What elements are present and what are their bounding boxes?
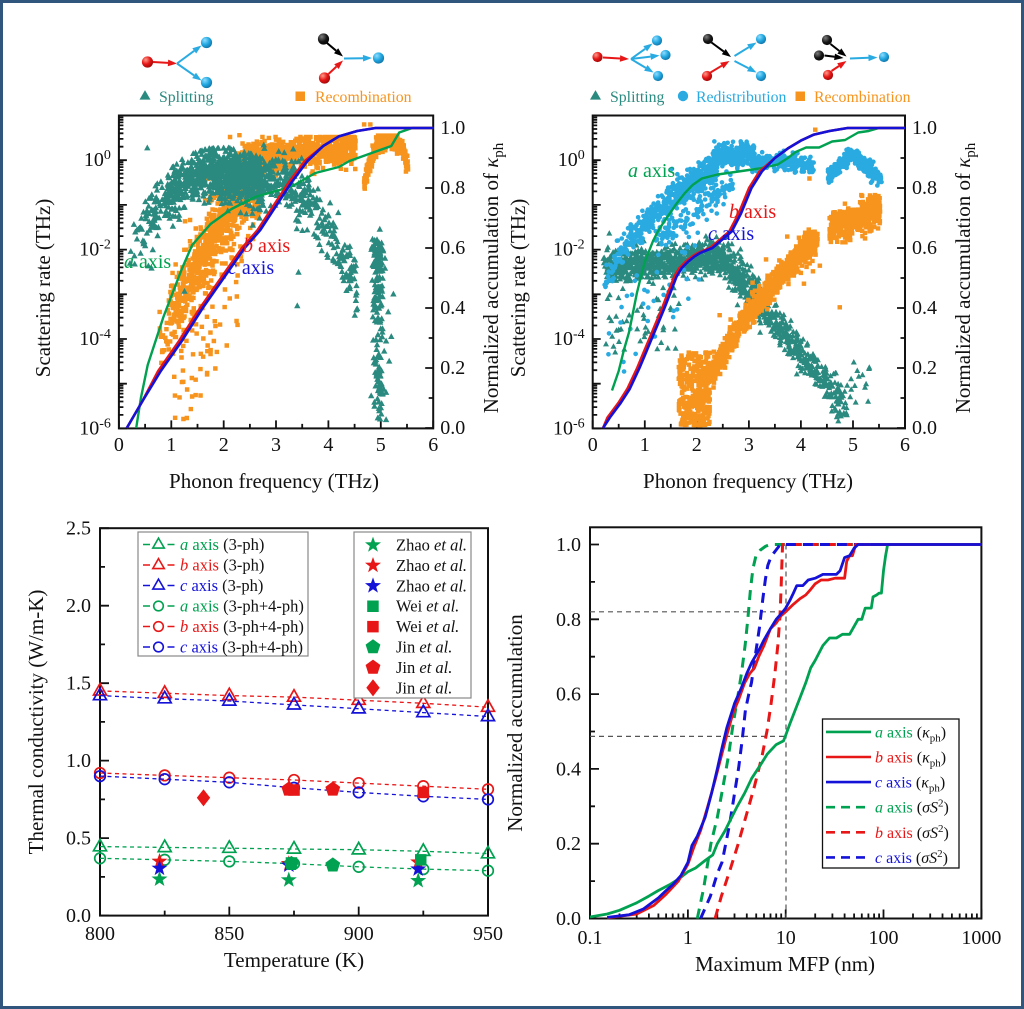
svg-text:1: 1 [166,434,176,456]
svg-text:Normalized accumulation of κph: Normalized accumulation of κph [479,142,507,413]
svg-text:0.0: 0.0 [66,905,91,927]
svg-text:b axis (κph): b axis (κph) [875,750,946,770]
svg-text:10: 10 [776,927,796,949]
svg-text:0.2: 0.2 [912,357,937,379]
svg-text:0.4: 0.4 [912,297,937,319]
svg-text:a axis (3-ph+4-ph): a axis (3-ph+4-ph) [180,597,304,616]
svg-text:Normalized accumulation: Normalized accumulation [503,614,527,832]
svg-text:Wei et al.: Wei et al. [396,597,459,616]
svg-text:Zhao et al.: Zhao et al. [396,556,467,575]
svg-text:b axis (3-ph): b axis (3-ph) [180,556,264,575]
svg-text:4: 4 [323,434,333,456]
svg-text:b axis: b axis [243,235,290,257]
svg-text:2: 2 [219,434,229,456]
svg-text:c axis (κph): c axis (κph) [875,775,945,795]
svg-text:0.6: 0.6 [440,237,465,259]
svg-text:0.8: 0.8 [912,177,937,199]
svg-text:2.0: 2.0 [66,595,91,617]
svg-text:800: 800 [85,923,115,945]
svg-text:0.4: 0.4 [440,297,465,319]
svg-text:6: 6 [428,434,438,456]
svg-text:Normalized accumulation of κph: Normalized accumulation of κph [951,142,979,413]
svg-text:Maximum MFP (nm): Maximum MFP (nm) [695,952,875,976]
svg-text:1.0: 1.0 [440,117,465,139]
svg-text:1.0: 1.0 [66,750,91,772]
svg-text:850: 850 [214,923,244,945]
svg-text:950: 950 [473,923,503,945]
svg-text:0.6: 0.6 [556,684,581,706]
svg-text:100: 100 [869,927,899,949]
svg-text:Phonon frequency (THz): Phonon frequency (THz) [169,469,379,493]
svg-text:a axis: a axis [124,251,171,273]
svg-text:5: 5 [376,434,386,456]
svg-text:0.0: 0.0 [440,417,465,439]
svg-text:3: 3 [271,434,281,456]
svg-text:c axis: c axis [228,257,274,279]
svg-text:0: 0 [114,434,124,456]
svg-text:4: 4 [796,434,806,456]
svg-text:Recombination: Recombination [315,89,412,106]
svg-text:Phonon frequency (THz): Phonon frequency (THz) [643,469,853,493]
svg-text:1000: 1000 [961,927,1001,949]
svg-text:0.8: 0.8 [440,177,465,199]
svg-text:5: 5 [848,434,858,456]
svg-text:Zhao et al.: Zhao et al. [396,536,467,555]
svg-text:1.5: 1.5 [66,673,91,695]
svg-text:0.0: 0.0 [912,417,937,439]
svg-text:1.0: 1.0 [556,534,581,556]
svg-text:b axis (3-ph+4-ph): b axis (3-ph+4-ph) [180,617,304,636]
svg-text:900: 900 [344,923,374,945]
svg-text:2.5: 2.5 [66,518,91,540]
svg-text:0.8: 0.8 [556,609,581,631]
svg-text:c axis (σS2): c axis (σS2) [875,848,948,867]
svg-text:b axis (σS2): b axis (σS2) [875,823,949,842]
svg-text:c axis (3-ph+4-ph): c axis (3-ph+4-ph) [180,638,303,657]
svg-text:Jin et al.: Jin et al. [396,638,452,657]
svg-text:c axis: c axis [708,223,754,245]
svg-text:Jin et al.: Jin et al. [396,678,452,697]
svg-text:Wei et al.: Wei et al. [396,617,459,636]
svg-text:a axis (κph): a axis (κph) [875,724,946,744]
svg-text:1: 1 [683,927,693,949]
svg-text:Thermal conductivity (W/m-K): Thermal conductivity (W/m-K) [24,590,48,855]
svg-text:0.1: 0.1 [578,927,603,949]
svg-text:1: 1 [640,434,650,456]
svg-text:0.5: 0.5 [66,828,91,850]
svg-text:b axis: b axis [729,201,776,223]
svg-text:0.6: 0.6 [912,237,937,259]
svg-text:0.2: 0.2 [556,833,581,855]
svg-text:c axis (3-ph): c axis (3-ph) [180,576,263,595]
svg-text:6: 6 [900,434,910,456]
svg-text:1.0: 1.0 [912,117,937,139]
svg-text:0.2: 0.2 [440,357,465,379]
svg-text:0: 0 [588,434,598,456]
svg-text:Splitting: Splitting [159,89,214,106]
svg-text:Jin et al.: Jin et al. [396,658,452,677]
svg-text:3: 3 [744,434,754,456]
svg-text:Redistribution: Redistribution [696,89,786,106]
svg-text:Splitting: Splitting [610,89,665,106]
svg-text:a axis (σS2): a axis (σS2) [875,798,949,817]
svg-text:Zhao et al.: Zhao et al. [396,576,467,595]
svg-text:a axis: a axis [628,160,675,182]
svg-text:a axis (3-ph): a axis (3-ph) [180,535,264,554]
svg-text:2: 2 [692,434,702,456]
svg-text:Temperature (K): Temperature (K) [224,948,364,972]
svg-text:Scattering rate (THz): Scattering rate (THz) [31,199,55,377]
svg-text:Recombination: Recombination [814,89,911,106]
svg-text:0.0: 0.0 [556,908,581,930]
svg-text:0.4: 0.4 [556,758,581,780]
svg-text:Scattering rate (THz): Scattering rate (THz) [506,199,530,377]
